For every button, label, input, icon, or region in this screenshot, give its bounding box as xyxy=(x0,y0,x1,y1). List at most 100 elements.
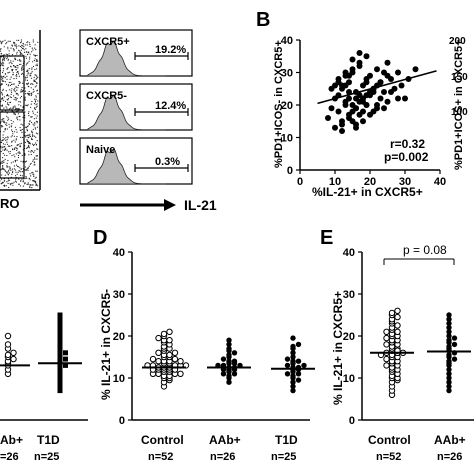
flow-event-dot xyxy=(35,176,37,178)
flow-event-dot xyxy=(25,104,27,106)
flow-event-dot xyxy=(26,126,28,128)
flow-event-dot xyxy=(12,48,14,50)
flow-event-dot xyxy=(12,172,14,174)
y-tick-label: 10 xyxy=(113,373,125,385)
flow-event-dot xyxy=(1,157,4,159)
flow-event-dot xyxy=(27,73,29,75)
flow-event-dot xyxy=(13,78,15,80)
flow-event-dot xyxy=(10,60,12,62)
flow-event-dot xyxy=(1,140,3,142)
flow-event-dot xyxy=(21,44,23,47)
flow-event-dot xyxy=(13,49,15,51)
flow-event-dot xyxy=(11,54,14,56)
flow-event-dot xyxy=(8,118,10,120)
scatter-point xyxy=(384,98,391,105)
dot-point xyxy=(290,358,296,364)
flow-event-dot xyxy=(3,120,5,122)
flow-event-dot xyxy=(30,103,32,105)
dot-point xyxy=(446,379,452,385)
flow-event-dot xyxy=(7,48,9,50)
flow-event-dot xyxy=(27,72,29,74)
flow-dots xyxy=(0,39,39,189)
flow-event-dot xyxy=(26,105,28,107)
flow-event-dot xyxy=(17,94,19,96)
flow-event-dot xyxy=(4,158,6,160)
flow-event-dot xyxy=(3,46,5,48)
flow-event-dot xyxy=(1,118,4,120)
flow-event-dot xyxy=(13,41,15,43)
flow-event-dot xyxy=(14,87,16,89)
flow-event-dot xyxy=(15,44,17,46)
flow-event-dot xyxy=(5,139,7,141)
flow-event-dot xyxy=(27,141,30,143)
trend-line xyxy=(317,70,437,105)
dot-point xyxy=(57,333,63,339)
flow-event-dot xyxy=(4,170,6,172)
dot-point xyxy=(290,354,296,360)
flow-event-dot xyxy=(10,81,12,83)
dot-point xyxy=(226,379,232,385)
flow-event-dot xyxy=(1,76,3,78)
flow-event-dot xyxy=(1,141,3,144)
flow-event-dot xyxy=(6,112,8,114)
flow-event-dot xyxy=(34,80,36,82)
flow-event-dot xyxy=(16,149,18,151)
flow-event-dot xyxy=(32,110,34,112)
flow-event-dot xyxy=(8,126,10,128)
data-points xyxy=(370,307,471,398)
flow-event-dot xyxy=(4,81,7,83)
flow-event-dot xyxy=(11,44,13,46)
y-ticks: 0 10 20 30 40 xyxy=(113,247,132,427)
dot-point xyxy=(57,358,63,364)
y-tick-label: 0 xyxy=(119,415,125,427)
flow-event-dot xyxy=(6,154,8,157)
category-label: Ab+ xyxy=(0,433,23,447)
flow-event-dot xyxy=(14,66,17,68)
flow-event-dot xyxy=(11,141,13,143)
il21-arrow-head xyxy=(164,199,176,211)
flow-event-dot xyxy=(6,56,8,58)
flow-event-dot xyxy=(20,105,22,107)
y-tick-label: 40 xyxy=(281,35,293,47)
flow-event-dot xyxy=(17,154,20,157)
flow-event-dot xyxy=(18,45,20,47)
flow-event-dot xyxy=(29,120,31,122)
flow-event-dot xyxy=(22,89,24,92)
flow-event-dot xyxy=(26,76,28,78)
flow-event-dot xyxy=(2,120,4,122)
flow-event-dot xyxy=(25,136,27,138)
flow-event-dot xyxy=(26,62,28,65)
flow-event-dot xyxy=(21,154,23,156)
flow-event-dot xyxy=(5,43,7,45)
dot-point xyxy=(10,349,17,356)
dot-point xyxy=(284,362,291,369)
flow-event-dot xyxy=(8,169,10,171)
flow-event-dot xyxy=(35,95,37,97)
flow-event-dot xyxy=(34,122,36,124)
flow-event-dot xyxy=(32,123,34,125)
flow-event-dot xyxy=(35,49,37,51)
flow-event-dot xyxy=(22,124,24,126)
flow-event-dot xyxy=(14,59,16,61)
flow-event-dot xyxy=(0,84,3,86)
flow-event-dot xyxy=(35,136,37,138)
flow-event-dot xyxy=(31,116,33,118)
flow-event-dot xyxy=(25,57,27,59)
flow-event-dot xyxy=(19,51,21,53)
flow-event-dot xyxy=(10,184,12,186)
flow-event-dot xyxy=(33,143,35,146)
flow-event-dot xyxy=(23,49,25,51)
dot-point xyxy=(231,350,238,356)
flow-event-dot xyxy=(16,39,18,41)
flow-event-dot xyxy=(12,148,14,150)
flow-event-dot xyxy=(34,114,36,116)
flow-event-dot xyxy=(33,157,36,159)
flow-event-dot xyxy=(7,54,9,56)
flow-event-dot xyxy=(1,64,4,66)
cut-tick: 150 xyxy=(451,72,468,83)
flow-event-dot xyxy=(20,142,23,144)
flow-event-dot xyxy=(7,117,9,119)
panel-b-scatter: 0 10 20 30 40 0 10 20 30 40 r=0.32 p=0.002 %IL-2… xyxy=(273,35,446,199)
x-ticks: 0 10 20 30 40 xyxy=(297,170,446,188)
flow-event-dot xyxy=(33,76,35,79)
